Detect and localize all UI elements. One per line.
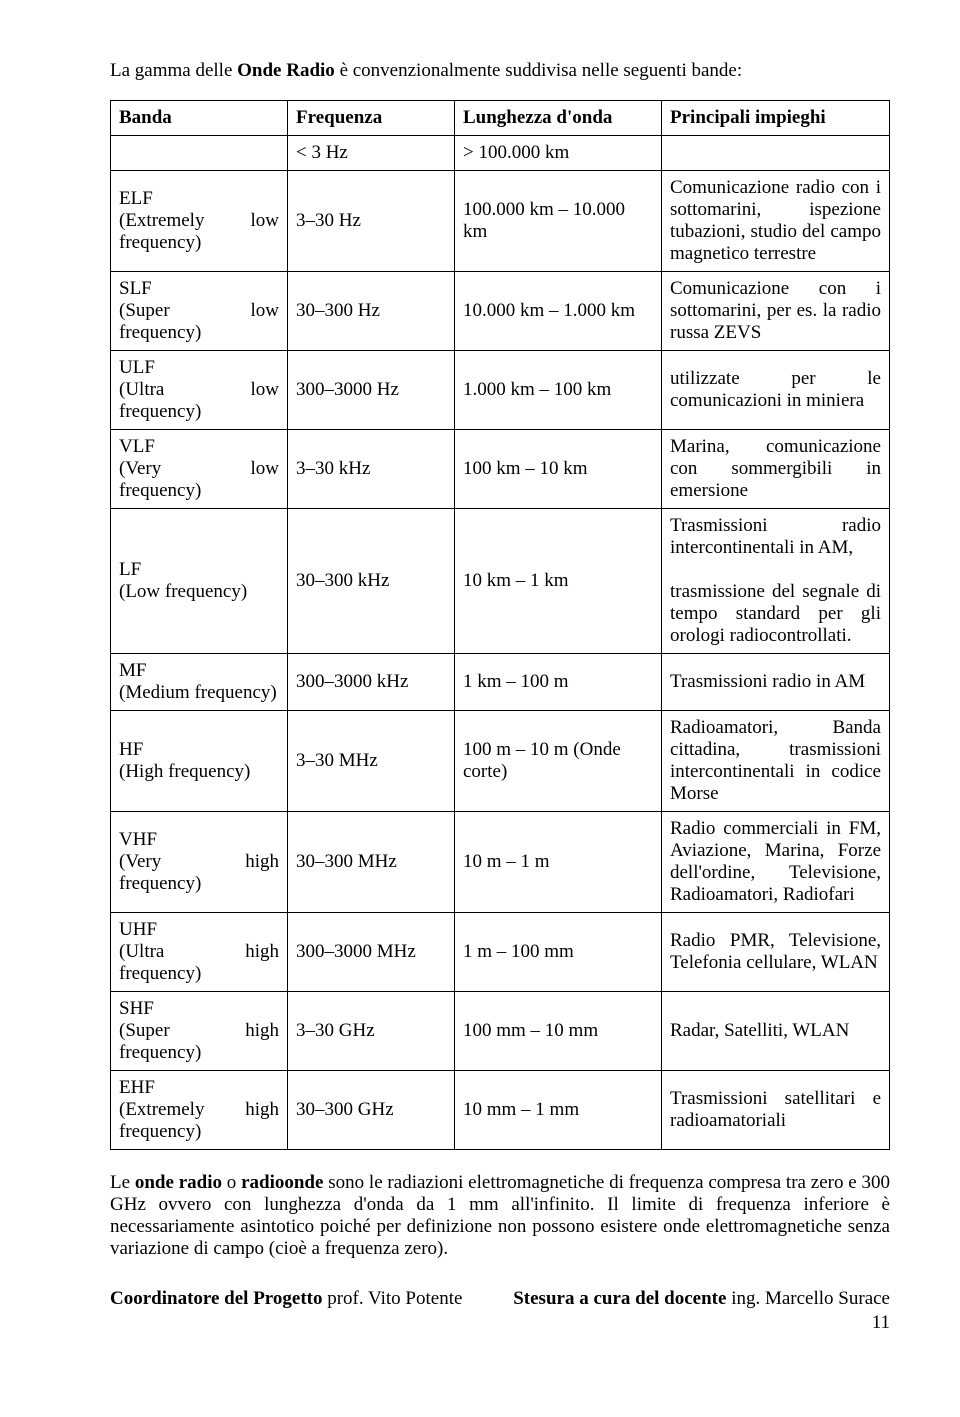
cell-wavelength: 1 km – 100 m [455,654,662,711]
cell-freq: 30–300 MHz [288,812,455,913]
cell-freq: 3–30 MHz [288,711,455,812]
p1d: radioonde [241,1172,323,1193]
intro-paragraph: La gamma delle Onde Radio è convenzional… [110,60,890,82]
cell-band: VLF(Very low frequency) [111,430,288,509]
cell-band: VHF(Very high frequency) [111,812,288,913]
th-use: Principali impieghi [662,101,890,136]
cell-usage: Marina, comunicazione con sommergibili i… [662,430,890,509]
cell-freq: 300–3000 MHz [288,913,455,992]
footer-right: Stesura a cura del docente ing. Marcello… [513,1288,890,1310]
closing-paragraph: Le onde radio o radioonde sono le radiaz… [110,1172,890,1260]
cell-wavelength: 1.000 km – 100 km [455,351,662,430]
table-row: HF(High frequency)3–30 MHz100 m – 10 m (… [111,711,890,812]
cell-wavelength: 10 km – 1 km [455,509,662,654]
p1c: o [222,1172,241,1193]
th-freq: Frequenza [288,101,455,136]
cell-usage: Comunicazione radio con i sottomarini, i… [662,171,890,272]
cell-usage: Radio commerciali in FM, Aviazione, Mari… [662,812,890,913]
footer-left-name: prof. Vito Potente [322,1288,462,1309]
cell-freq: 300–3000 Hz [288,351,455,430]
cell-wavelength: 1 m – 100 mm [455,913,662,992]
cell-freq: 3–30 GHz [288,992,455,1071]
page-number: 11 [110,1312,890,1334]
cell-freq: 30–300 GHz [288,1071,455,1150]
p1b: onde radio [135,1172,222,1193]
table-row: EHF(Extremely high frequency)30–300 GHz1… [111,1071,890,1150]
table-row: SLF(Super low frequency)30–300 Hz10.000 … [111,272,890,351]
cell-usage: Trasmissioni radio in AM [662,654,890,711]
cell-usage: utilizzate per le comunicazioni in minie… [662,351,890,430]
cell-band: EHF(Extremely high frequency) [111,1071,288,1150]
cell-usage: Comunicazione con i sottomarini, per es.… [662,272,890,351]
table-row: VLF(Very low frequency)3–30 kHz100 km – … [111,430,890,509]
table-row: ULF(Ultra low frequency)300–3000 Hz1.000… [111,351,890,430]
cell-band: HF(High frequency) [111,711,288,812]
footer-right-label: Stesura a cura del docente [513,1288,726,1309]
intro-prefix: La gamma delle [110,60,237,81]
cell-wavelength: 100 km – 10 km [455,430,662,509]
cell-freq: 300–3000 kHz [288,654,455,711]
cell-wavelength: 100 m – 10 m (Onde corte) [455,711,662,812]
cell-band: SLF(Super low frequency) [111,272,288,351]
table-row: SHF(Super high frequency)3–30 GHz100 mm … [111,992,890,1071]
cell-usage: Radioamatori, Banda cittadina, trasmissi… [662,711,890,812]
cell-freq: 30–300 Hz [288,272,455,351]
cell-freq: < 3 Hz [288,136,455,171]
p1a: Le [110,1172,135,1193]
footer-right-name: ing. Marcello Surace [726,1288,890,1309]
cell-band: MF(Medium frequency) [111,654,288,711]
cell-usage: Trasmissioni satellitari e radioamatoria… [662,1071,890,1150]
table-row: ELF(Extremely low frequency)3–30 Hz100.0… [111,171,890,272]
radio-bands-table: Banda Frequenza Lunghezza d'onda Princip… [110,100,890,1150]
cell-band: LF(Low frequency) [111,509,288,654]
intro-suffix: è convenzionalmente suddivisa nelle segu… [335,60,742,81]
cell-wavelength: 100 mm – 10 mm [455,992,662,1071]
cell-wavelength: 10 mm – 1 mm [455,1071,662,1150]
th-wave: Lunghezza d'onda [455,101,662,136]
cell-band: ELF(Extremely low frequency) [111,171,288,272]
table-row: UHF(Ultra high frequency)300–3000 MHz1 m… [111,913,890,992]
table-row: < 3 Hz> 100.000 km [111,136,890,171]
table-row: MF(Medium frequency)300–3000 kHz1 km – 1… [111,654,890,711]
cell-usage: Radio PMR, Televisione, Telefonia cellul… [662,913,890,992]
table-row: LF(Low frequency)30–300 kHz10 km – 1 kmT… [111,509,890,654]
th-band: Banda [111,101,288,136]
cell-wavelength: 10 m – 1 m [455,812,662,913]
cell-freq: 3–30 Hz [288,171,455,272]
table-header-row: Banda Frequenza Lunghezza d'onda Princip… [111,101,890,136]
cell-freq: 3–30 kHz [288,430,455,509]
cell-wavelength: 100.000 km – 10.000 km [455,171,662,272]
table-row: VHF(Very high frequency)30–300 MHz10 m –… [111,812,890,913]
cell-usage: Radar, Satelliti, WLAN [662,992,890,1071]
cell-freq: 30–300 kHz [288,509,455,654]
footer-left-label: Coordinatore del Progetto [110,1288,322,1309]
cell-band: UHF(Ultra high frequency) [111,913,288,992]
cell-usage [662,136,890,171]
intro-bold: Onde Radio [237,60,335,81]
cell-band [111,136,288,171]
footer-left: Coordinatore del Progetto prof. Vito Pot… [110,1288,462,1310]
cell-wavelength: > 100.000 km [455,136,662,171]
cell-band: ULF(Ultra low frequency) [111,351,288,430]
cell-usage: Trasmissioni radio intercontinentali in … [662,509,890,654]
page-footer: Coordinatore del Progetto prof. Vito Pot… [110,1288,890,1310]
cell-wavelength: 10.000 km – 1.000 km [455,272,662,351]
cell-band: SHF(Super high frequency) [111,992,288,1071]
